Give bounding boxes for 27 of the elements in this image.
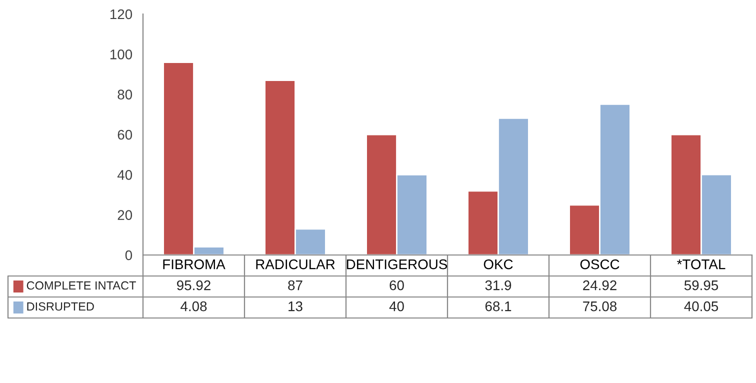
x-tick-label: OSCC — [580, 259, 620, 270]
data-label: 87 — [288, 280, 302, 290]
y-tick-label: 100 — [110, 50, 132, 60]
data-label: 59.95 — [684, 280, 718, 290]
data-label: 68.1 — [485, 301, 512, 312]
x-tick-label: RADICULAR — [256, 259, 335, 270]
y-tick-label: 60 — [118, 130, 132, 140]
data-label: 4.08 — [180, 301, 207, 312]
data-label: 40.05 — [684, 301, 718, 312]
y-tick-label: 40 — [117, 170, 132, 180]
x-tick-label: DENTIGEROUS — [346, 259, 448, 270]
x-tick-label: *TOTAL — [677, 259, 726, 270]
y-tick-label: 120 — [110, 9, 132, 20]
y-tick-label: 0 — [125, 250, 132, 260]
data-label: 24.92 — [583, 280, 616, 290]
y-tick-label: 20 — [118, 210, 132, 220]
y-tick-label: 80 — [118, 90, 132, 100]
data-label: 31.9 — [485, 280, 512, 290]
data-label: 95.92 — [177, 280, 210, 290]
x-tick-label: FIBROMA — [163, 259, 226, 270]
data-label: 75.08 — [583, 301, 617, 312]
x-tick-label: OKC — [484, 259, 513, 270]
legend-label: DISRUPTED — [27, 302, 94, 311]
data-label: 13 — [288, 301, 302, 312]
data-label: 40 — [389, 301, 404, 312]
legend-label: COMPLETE INTACT — [26, 281, 136, 290]
data-label: 60 — [390, 280, 404, 290]
